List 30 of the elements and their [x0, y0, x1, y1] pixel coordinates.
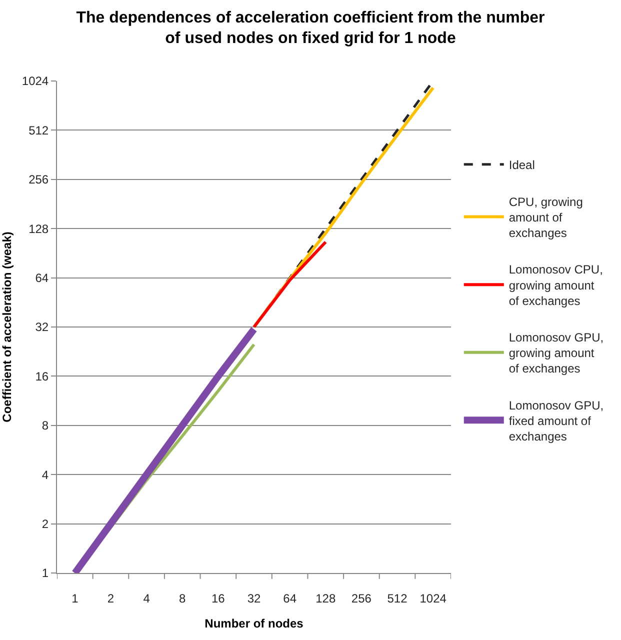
x-tick-label: 128 — [316, 591, 336, 606]
y-tick-label: 512 — [28, 123, 49, 138]
y-tick-label: 16 — [35, 369, 49, 384]
x-tick-label: 16 — [212, 591, 226, 606]
legend-label: CPU, growing amount of exchanges — [508, 194, 583, 240]
y-tick-label: 256 — [28, 172, 49, 187]
legend-label: Lomonosov CPU, growing amount of exchanges — [508, 262, 603, 308]
y-tick-label: 8 — [42, 418, 49, 433]
y-tick-label: 1 — [42, 566, 49, 580]
y-tick-label: 2 — [42, 517, 49, 531]
legend-label: Ideal — [508, 158, 535, 172]
y-tick-label: 128 — [28, 222, 49, 236]
y-tick-label: 4 — [42, 468, 49, 482]
x-tick-label: 2 — [107, 591, 114, 606]
x-tick-label: 32 — [247, 591, 261, 606]
x-tick-label: 256 — [351, 591, 372, 606]
y-tick-label: 32 — [35, 320, 49, 334]
x-tick-label: 8 — [179, 591, 186, 606]
x-tick-label: 512 — [387, 591, 408, 606]
legend-label: Lomonosov GPU, fixed amount of exchanges — [508, 398, 604, 444]
x-tick-label: 1024 — [420, 591, 447, 606]
y-axis-title: Coefficient of acceleration (weak) — [0, 232, 14, 422]
x-tick-label: 64 — [283, 591, 297, 606]
y-tick-label: 64 — [35, 271, 49, 285]
x-tick-label: 4 — [143, 591, 150, 606]
x-tick-label: 1 — [72, 591, 79, 606]
x-axis-title: Number of nodes — [204, 616, 304, 630]
legend-label: Lomonosov GPU, growing amount of exchanges — [508, 330, 604, 376]
chart-title: The dependences of acceleration coefficient from the number of used nodes on fixed grid for 1 node — [76, 9, 545, 48]
y-tick-label: 1024 — [22, 74, 49, 88]
